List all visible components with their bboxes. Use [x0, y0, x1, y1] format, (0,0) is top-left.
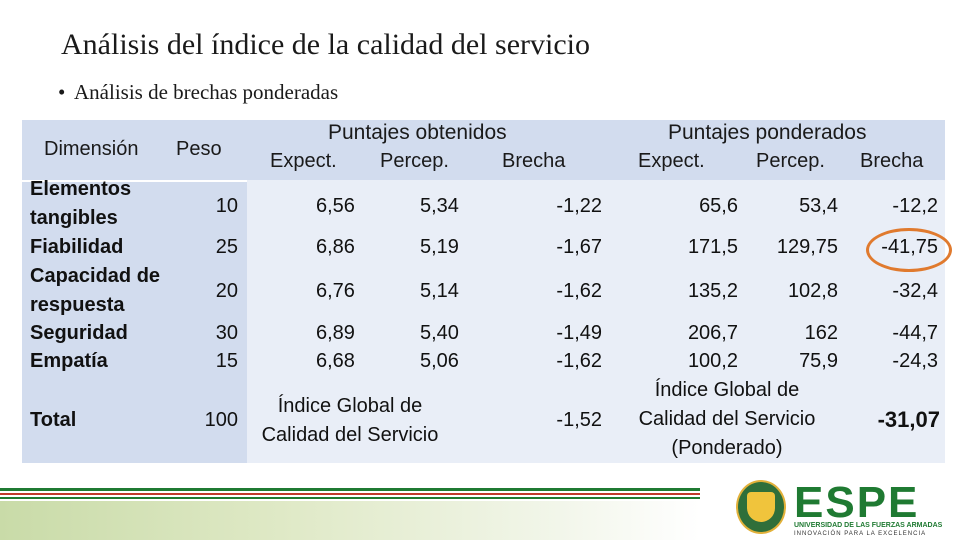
- row-percep: 5,19: [420, 236, 459, 258]
- row-expect: 6,86: [316, 236, 355, 258]
- footer-green-line-2: [0, 497, 700, 499]
- row-dimension-line1: Elementos: [30, 178, 132, 200]
- row-brecha: -1,22: [556, 195, 602, 217]
- row-peso: 10: [215, 195, 238, 217]
- header-peso: Peso: [176, 138, 222, 160]
- row-dimension-line2: respuesta: [30, 294, 125, 316]
- row-expect: 6,89: [316, 322, 355, 344]
- row-pond-expect: 206,7: [687, 322, 738, 344]
- row-peso: 25: [215, 236, 238, 258]
- row-percep: 5,14: [420, 280, 459, 302]
- global-index-line2: Calidad del Servicio: [261, 424, 439, 446]
- row-brecha: -1,67: [556, 236, 602, 258]
- table-left-band: [22, 120, 247, 463]
- weighted-index-line3: (Ponderado): [671, 437, 783, 459]
- weighted-index-value: -31,07: [877, 407, 940, 432]
- university-seal-icon: [736, 480, 786, 534]
- slide-title: Análisis del índice de la calidad del se…: [61, 28, 590, 61]
- row-brecha: -1,62: [556, 280, 602, 302]
- row-brecha: -1,62: [556, 350, 602, 372]
- bullet-text: Análisis de brechas ponderadas: [74, 80, 339, 104]
- row-pond-expect: 100,2: [687, 350, 738, 372]
- footer-green-line: [0, 488, 700, 491]
- row-dimension-line1: Fiabilidad: [30, 236, 124, 258]
- row-dimension-line2: tangibles: [30, 207, 118, 229]
- row-percep: 5,06: [420, 350, 459, 372]
- header-dimension: Dimensión: [44, 138, 139, 160]
- header-pond-percep: Percep.: [756, 150, 825, 172]
- row-brecha: -1,49: [556, 322, 602, 344]
- table-header-band: [247, 120, 945, 180]
- header-puntajes-obtenidos: Puntajes obtenidos: [328, 121, 507, 144]
- gap-analysis-table: Dimensión Peso Puntajes obtenidos Expect…: [22, 120, 945, 463]
- highlight-circle: [866, 228, 952, 272]
- row-pond-percep: 162: [804, 322, 838, 344]
- row-pond-percep: 102,8: [787, 280, 838, 302]
- logo-tagline: INNOVACIÓN PARA LA EXCELENCIA: [794, 531, 927, 537]
- row-percep: 5,40: [420, 322, 459, 344]
- row-pond-brecha: -44,7: [892, 322, 938, 344]
- header-obt-percep: Percep.: [380, 150, 449, 172]
- header-obt-brecha: Brecha: [502, 150, 566, 172]
- row-pond-expect: 65,6: [699, 195, 738, 217]
- row-expect: 6,56: [316, 195, 355, 217]
- logo-university-name: UNIVERSIDAD DE LAS FUERZAS ARMADAS: [794, 522, 943, 529]
- row-expect: 6,68: [316, 350, 355, 372]
- row-expect: 6,76: [316, 280, 355, 302]
- row-pond-percep: 53,4: [799, 195, 838, 217]
- bullet-item: • Análisis de brechas ponderadas: [58, 80, 338, 105]
- espe-logo: ESPE UNIVERSIDAD DE LAS FUERZAS ARMADAS …: [736, 478, 948, 538]
- row-pond-expect: 171,5: [687, 236, 738, 258]
- row-dimension-line1: Capacidad de: [30, 265, 161, 287]
- row-pond-brecha: -32,4: [892, 280, 938, 302]
- row-percep: 5,34: [420, 195, 459, 217]
- seal-shield: [747, 492, 775, 522]
- row-peso: 15: [215, 350, 238, 372]
- header-puntajes-ponderados: Puntajes ponderados: [668, 121, 867, 144]
- table-body-band: [247, 180, 945, 463]
- row-peso: 20: [215, 280, 238, 302]
- footer-red-line: [0, 493, 700, 495]
- bullet-dot: •: [58, 80, 66, 104]
- header-pond-brecha: Brecha: [860, 150, 924, 172]
- table-divider: [22, 180, 247, 182]
- row-dimension-line1: Seguridad: [30, 322, 128, 344]
- total-brecha: -1,52: [556, 409, 602, 431]
- total-peso: 100: [204, 409, 238, 431]
- global-index-line1: Índice Global de: [277, 395, 423, 417]
- row-pond-percep: 75,9: [799, 350, 838, 372]
- logo-wordmark: ESPE: [794, 478, 920, 527]
- row-pond-expect: 135,2: [687, 280, 738, 302]
- weighted-index-line1: Índice Global de: [654, 379, 800, 401]
- row-peso: 30: [215, 322, 238, 344]
- footer-image-strip: [0, 501, 700, 540]
- weighted-index-line2: Calidad del Servicio: [638, 408, 816, 430]
- header-obt-expect: Expect.: [270, 150, 337, 172]
- row-dimension-line1: Empatía: [30, 350, 108, 372]
- total-label: Total: [30, 409, 77, 431]
- row-pond-brecha: -12,2: [892, 195, 938, 217]
- row-pond-brecha: -24,3: [892, 350, 938, 372]
- header-pond-expect: Expect.: [638, 150, 705, 172]
- row-pond-percep: 129,75: [776, 236, 838, 258]
